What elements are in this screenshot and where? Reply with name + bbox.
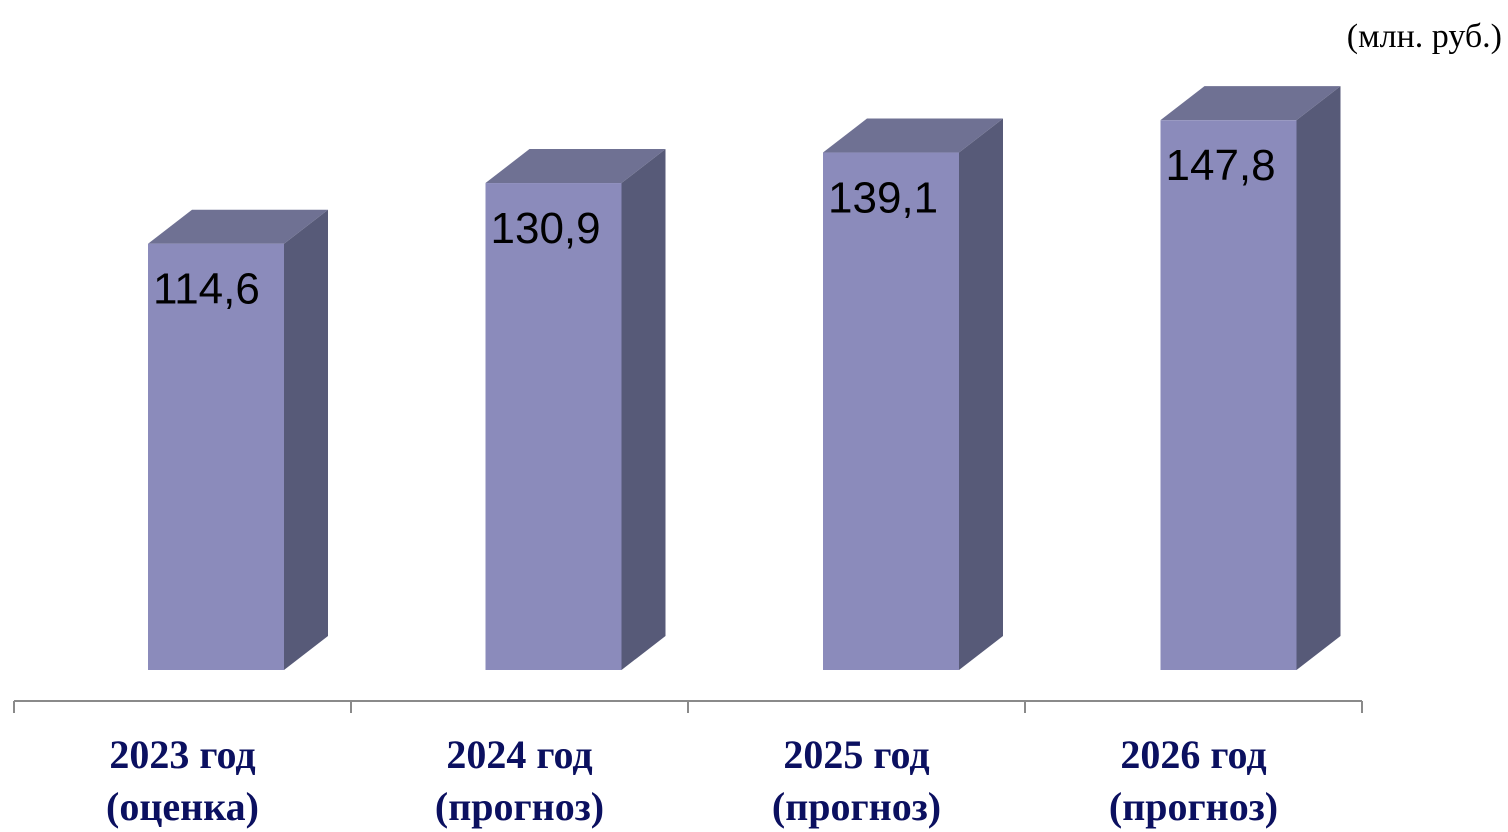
bar: 130,9 — [485, 149, 666, 670]
bar-side-face — [959, 118, 1003, 671]
category-label-line: (прогноз) — [772, 784, 941, 829]
bar-value-label: 130,9 — [491, 204, 601, 253]
category-label-line: (прогноз) — [1109, 784, 1278, 829]
bar-top-face — [823, 118, 1003, 153]
x-axis — [13, 700, 1363, 713]
category-label-line: (прогноз) — [435, 784, 604, 829]
bar-top-face — [148, 209, 328, 244]
category-label-line: 2024 год — [446, 732, 592, 777]
category-label-line: 2025 год — [783, 732, 929, 777]
bar-value-label: 147,8 — [1166, 141, 1276, 190]
bar-front-face — [823, 152, 959, 671]
bar-front-face — [1160, 120, 1297, 670]
bar: 147,8 — [1160, 86, 1341, 670]
bar: 139,1 — [823, 118, 1003, 671]
unit-label: (млн. руб.) — [1347, 18, 1502, 55]
category-label-line: 2026 год — [1120, 732, 1266, 777]
category-label: 2025 год (прогноз) — [772, 732, 941, 829]
bar-value-label: 139,1 — [828, 174, 938, 223]
category-label-line: 2023 год — [109, 732, 255, 777]
bar: 114,6 — [148, 209, 328, 671]
bar-value-label: 114,6 — [153, 265, 260, 314]
bar-top-face — [485, 149, 666, 184]
bar-front-face — [485, 183, 622, 670]
bar-side-face — [621, 149, 666, 670]
category-label: 2024 год (прогноз) — [435, 732, 604, 829]
category-label-line: (оценка) — [106, 784, 259, 829]
bar-front-face — [148, 243, 284, 671]
category-label: 2026 год (прогноз) — [1109, 732, 1278, 829]
bar-side-face — [284, 209, 328, 671]
bar-top-face — [1160, 86, 1341, 121]
category-labels: 2023 год (оценка)2024 год (прогноз)2025 го… — [106, 732, 1278, 829]
category-label: 2023 год (оценка) — [106, 732, 259, 829]
bar-side-face — [1296, 86, 1341, 670]
bars-group: 114,6 130,9 139,1 147,8 — [148, 86, 1341, 671]
